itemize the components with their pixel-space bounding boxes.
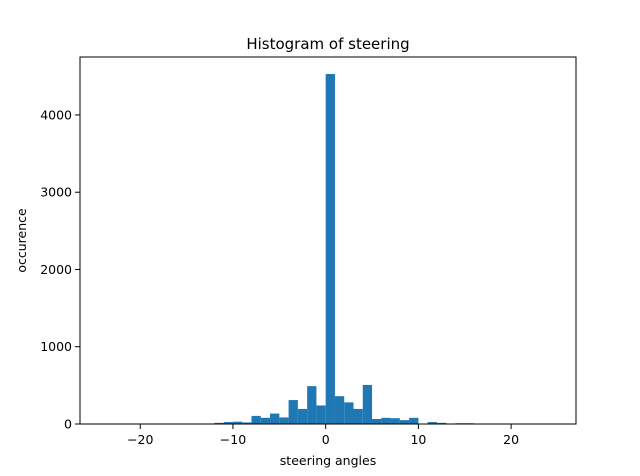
histogram-bar [223,422,233,424]
histogram-bar [279,417,289,424]
histogram-bar [399,420,410,424]
x-tick-label: −20 [127,432,153,447]
histogram-bar [270,413,280,424]
histogram-bar [325,73,335,424]
histogram-bar [427,422,437,424]
x-tick-label: 10 [410,432,426,447]
histogram-bar [288,400,298,424]
histogram-bar [260,417,271,424]
x-axis-label: steering angles [280,453,376,468]
histogram-bar [390,418,400,424]
y-tick-label: 1000 [40,339,72,354]
histogram-bar [381,417,391,424]
histogram-bar [436,422,447,424]
x-tick-label: 0 [322,432,330,447]
histogram-bar [316,405,326,424]
histogram-bar [242,422,252,424]
y-tick-label: 4000 [40,107,72,122]
histogram-bar [297,408,308,424]
y-axis-ticks: 0 1000 2000 3000 4000 [40,107,80,432]
y-tick-label: 2000 [40,262,72,277]
x-tick-label: 20 [503,432,519,447]
chart-title: Histogram of steering [246,35,409,53]
histogram-bar [344,402,354,424]
plot-frame [79,56,577,425]
x-axis-ticks: −20 −10 0 10 20 [127,424,519,447]
histogram-bar [214,422,224,424]
histogram-bar [372,418,382,424]
histogram-bar [307,386,317,424]
histogram-bar [334,396,345,424]
y-axis-label: occurence [14,208,29,273]
y-tick-label: 0 [64,417,72,432]
histogram-bar [353,408,363,424]
histogram-bar [409,417,419,424]
histogram-bar [362,384,373,424]
histogram-bar [251,415,261,424]
histogram-bar [232,421,243,424]
x-tick-label: −10 [220,432,246,447]
y-tick-label: 3000 [40,185,72,200]
